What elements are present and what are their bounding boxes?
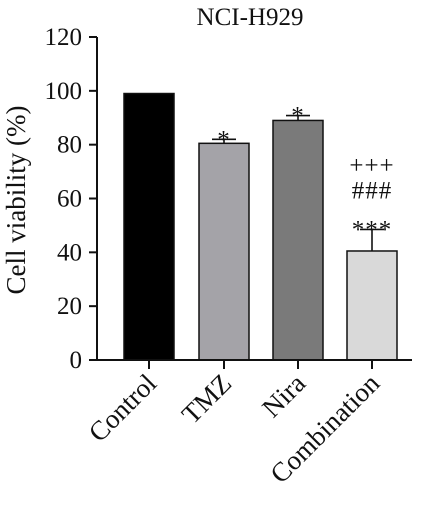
y-tick-label: 60	[57, 186, 82, 213]
y-axis-label: Cell viability (%)	[1, 106, 31, 295]
significance-label: ***	[352, 216, 393, 243]
category-label: TMZ	[176, 368, 238, 430]
y-tick-label: 100	[45, 78, 83, 105]
significance-label: ###	[352, 177, 393, 204]
y-tick-label: 20	[57, 293, 82, 320]
bar-combination	[346, 250, 398, 361]
bar-nira	[272, 119, 324, 361]
category-label: Control	[83, 368, 163, 448]
chart-title: NCI-H929	[197, 4, 304, 31]
significance-markers: *****###+++	[217, 103, 394, 244]
significance-label: *	[291, 103, 305, 130]
bar-tmz	[198, 142, 250, 361]
bar-control	[123, 92, 175, 361]
y-tick-label: 40	[57, 239, 82, 266]
y-tick-label: 120	[45, 24, 83, 51]
category-label: Nira	[256, 368, 311, 423]
y-tick-label: 0	[70, 347, 83, 374]
y-axis: 0 20 40 60 80 100 120	[45, 24, 97, 374]
significance-label: *	[217, 126, 231, 153]
error-bars	[212, 114, 384, 251]
significance-label: +++	[349, 152, 394, 179]
bars	[123, 92, 398, 361]
y-tick-label: 80	[57, 132, 82, 159]
